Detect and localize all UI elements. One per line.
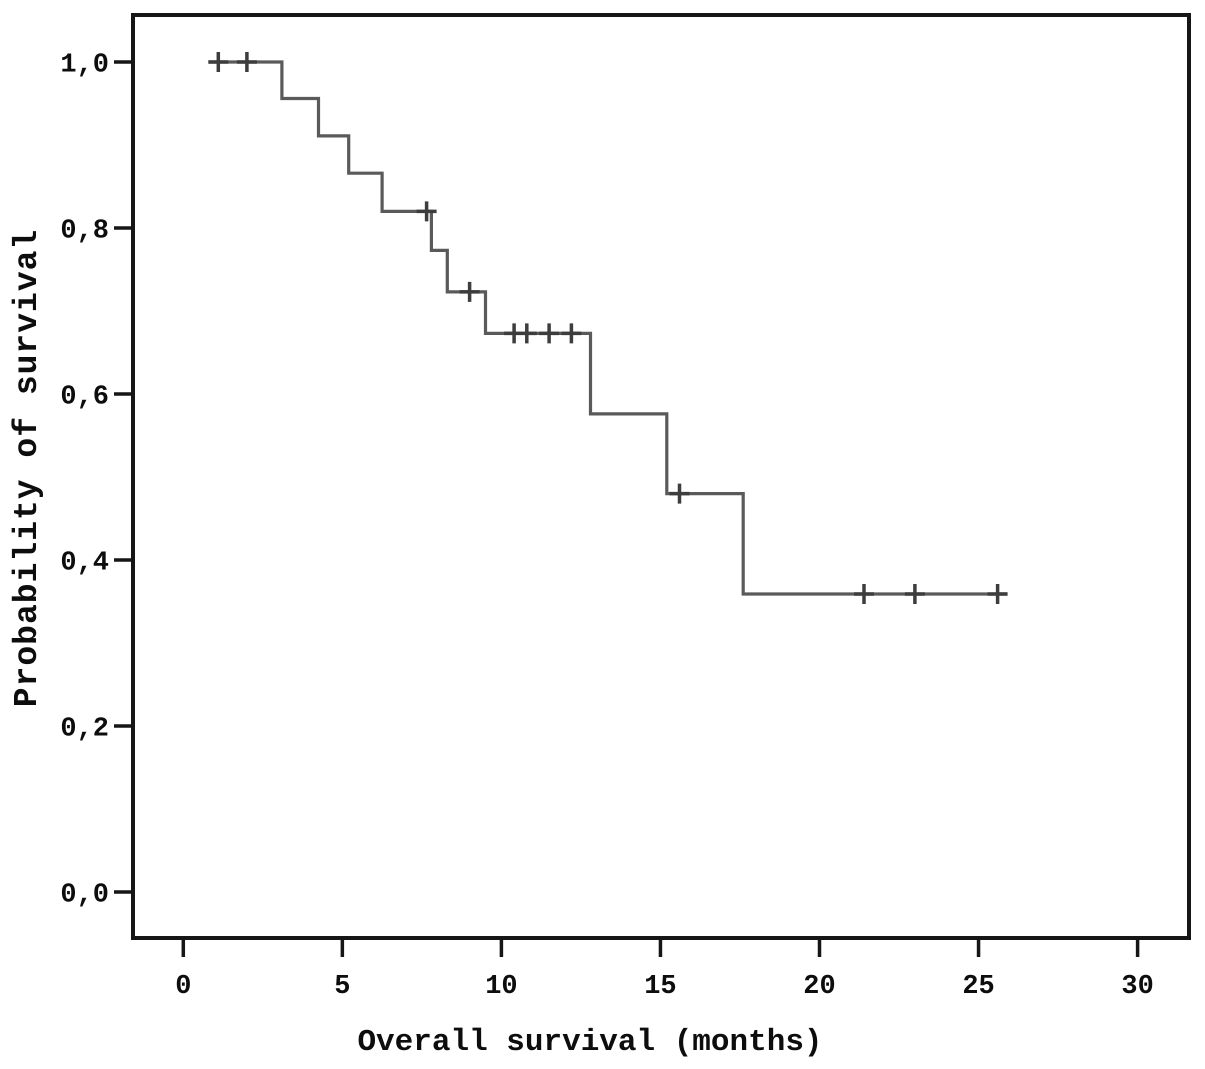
survival-step-curve bbox=[208, 60, 1008, 596]
x-tick-label: 30 bbox=[1121, 972, 1153, 1002]
x-tick-label: 15 bbox=[644, 972, 676, 1002]
y-axis-title: Probability of survival bbox=[9, 229, 46, 707]
x-tick-label: 5 bbox=[334, 972, 350, 1002]
y-tick-label: 0,6 bbox=[60, 383, 109, 413]
y-tick-label: 0,8 bbox=[60, 217, 109, 247]
y-tick-label: 0,0 bbox=[60, 881, 109, 911]
x-tick-label: 0 bbox=[175, 972, 191, 1002]
y-tick-label: 0,4 bbox=[60, 549, 109, 579]
survival-curve-layer bbox=[208, 52, 1008, 604]
x-tick-label: 25 bbox=[962, 972, 994, 1002]
x-tick-label: 20 bbox=[803, 972, 835, 1002]
y-tick-label: 0,2 bbox=[60, 715, 109, 745]
tick-labels-layer: 0 5 10 15 20 25 30 0,0 0,2 0,4 0,6 0,8 1,0 bbox=[60, 51, 1153, 1003]
y-tick-label: 1,0 bbox=[60, 51, 109, 81]
x-axis-title: Overall survival (months) bbox=[357, 1025, 822, 1060]
plot-border bbox=[131, 13, 1191, 940]
x-tick-label: 10 bbox=[485, 972, 517, 1002]
axes-layer bbox=[114, 13, 1191, 957]
censor-marks bbox=[208, 52, 1008, 604]
